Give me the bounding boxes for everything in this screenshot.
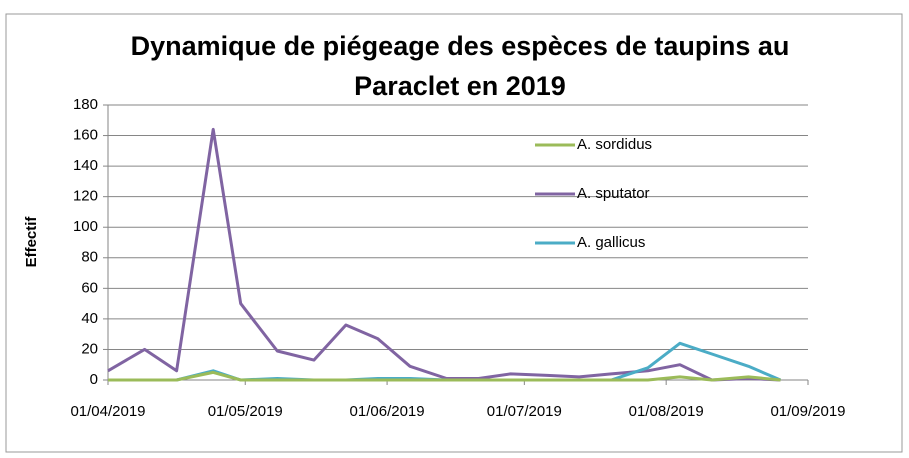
y-tick-label: 60 [81,279,98,296]
y-tick-label: 120 [73,188,98,205]
legend-label: A. gallicus [577,234,645,251]
y-axis-label: Effectif [23,216,40,268]
y-tick-label: 20 [81,340,98,357]
x-tick-label: 01/04/2019 [70,403,145,420]
x-tick-label: 01/06/2019 [350,403,425,420]
y-tick-label: 0 [90,371,98,388]
x-tick-label: 01/08/2019 [629,403,704,420]
y-tick-label: 100 [73,218,98,235]
x-tick-label: 01/07/2019 [487,403,562,420]
chart-title: Dynamique de piégeage des espèces de tau… [130,31,790,101]
y-tick-label: 180 [73,96,98,113]
y-tick-label: 40 [81,310,98,327]
x-tick-label: 01/09/2019 [770,403,845,420]
y-tick-label: 140 [73,157,98,174]
legend-label: A. sordidus [577,136,652,153]
y-tick-label: 80 [81,249,98,266]
x-tick-label: 01/05/2019 [208,403,283,420]
y-tick-label: 160 [73,127,98,144]
legend-label: A. sputator [577,185,650,202]
series-line [108,370,781,382]
